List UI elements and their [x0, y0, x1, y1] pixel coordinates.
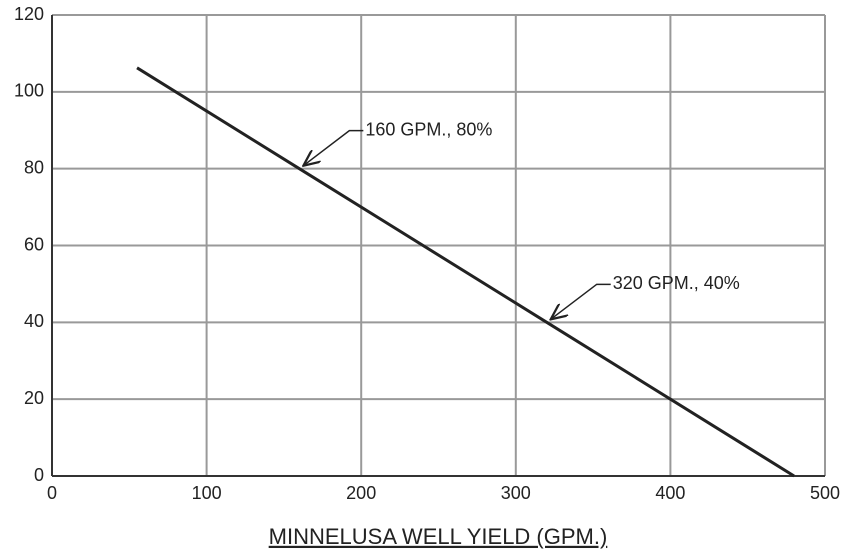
y-tick-label: 40	[24, 311, 44, 331]
annotation-text: 160 GPM., 80%	[365, 119, 492, 139]
y-tick-label: 120	[14, 4, 44, 24]
y-tick-label: 80	[24, 157, 44, 177]
annotation-arrow	[303, 129, 364, 166]
x-tick-label: 500	[810, 483, 840, 503]
y-tick-label: 20	[24, 388, 44, 408]
x-tick-label: 100	[192, 483, 222, 503]
x-tick-label: 200	[346, 483, 376, 503]
data-line	[136, 66, 795, 478]
y-tick-label: 100	[14, 81, 44, 101]
x-axis-label: MINNELUSA WELL YIELD (GPM.)	[269, 524, 608, 549]
annotation-text: 320 GPM., 40%	[613, 273, 740, 293]
y-tick-label: 0	[34, 465, 44, 485]
y-tick-label: 60	[24, 234, 44, 254]
x-tick-label: 300	[501, 483, 531, 503]
x-tick-label: 0	[47, 483, 57, 503]
x-tick-label: 400	[655, 483, 685, 503]
annotation-arrow	[551, 283, 611, 319]
